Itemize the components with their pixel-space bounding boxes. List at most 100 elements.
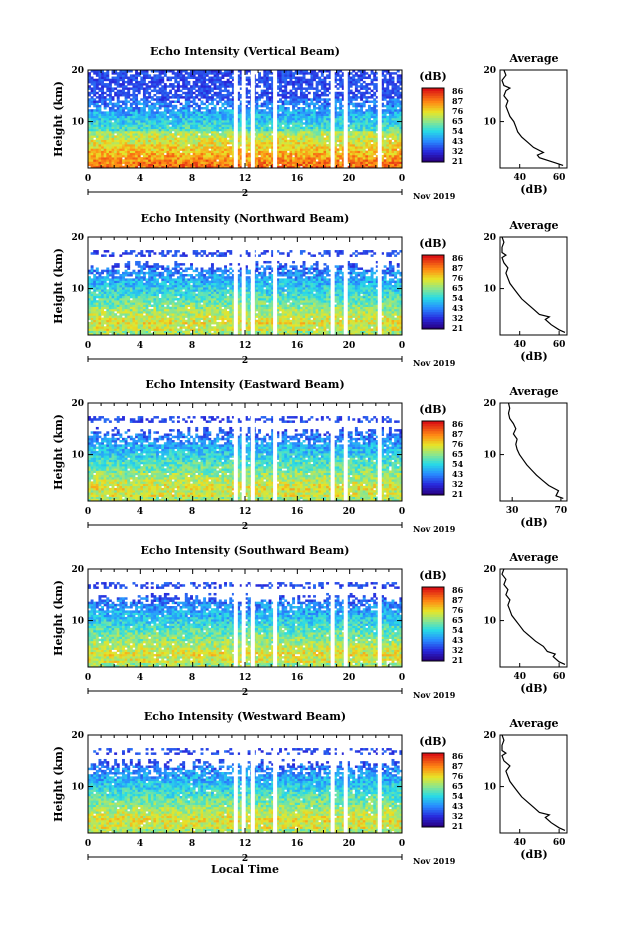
- heatmap-cell: [239, 117, 243, 121]
- heatmap-cell: [284, 163, 288, 167]
- heatmap-cell: [174, 141, 178, 145]
- heatmap-cell: [127, 137, 131, 140]
- heatmap-cell: [263, 150, 267, 154]
- heatmap-cell: [247, 117, 251, 121]
- heatmap-cell: [208, 109, 212, 112]
- heatmap-cell: [305, 70, 309, 73]
- heatmap-cell: [336, 70, 340, 73]
- heatmap-cell: [190, 113, 193, 117]
- heatmap-cell: [231, 144, 235, 147]
- heatmap-cell: [260, 91, 264, 95]
- heatmap-cell: [341, 157, 345, 160]
- heatmap-cell: [197, 154, 201, 158]
- heatmap-cell: [394, 152, 398, 156]
- heatmap-cell: [190, 159, 193, 162]
- heatmap-cell: [360, 126, 364, 130]
- heatmap-cell: [142, 161, 146, 164]
- heatmap-cell: [268, 113, 272, 117]
- heatmap-cell: [127, 124, 131, 127]
- heatmap-cell: [213, 128, 217, 132]
- heatmap-cell: [299, 135, 303, 138]
- heatmap-cell: [184, 122, 188, 125]
- heatmap-cell: [237, 120, 241, 123]
- heatmap-cell: [265, 102, 269, 106]
- heatmap-cell: [276, 137, 280, 140]
- heatmap-cell: [93, 330, 97, 334]
- heatmap-cell: [383, 78, 387, 82]
- heatmap-cell: [352, 104, 356, 108]
- heatmap-cell: [171, 100, 175, 103]
- heatmap-cell: [208, 102, 212, 106]
- heatmap-cell: [195, 89, 199, 93]
- heatmap-cell: [367, 117, 371, 121]
- heatmap-cell: [208, 161, 212, 164]
- heatmap-cell: [286, 91, 290, 95]
- heatmap-cell: [135, 102, 139, 106]
- heatmap-cell: [323, 122, 327, 125]
- heatmap-cell: [302, 146, 306, 149]
- heatmap-cell: [103, 159, 107, 162]
- heatmap-cell: [286, 165, 290, 169]
- heatmap-cell: [260, 80, 264, 84]
- heatmap-cell: [221, 80, 225, 84]
- heatmap-cell: [200, 126, 204, 130]
- heatmap-cell: [171, 150, 175, 154]
- heatmap-cell: [349, 91, 353, 95]
- heatmap-cell: [310, 133, 314, 136]
- heatmap-cell: [367, 163, 371, 167]
- heatmap-cell: [396, 104, 400, 108]
- heatmap-cell: [258, 148, 261, 151]
- heatmap-cell: [127, 139, 131, 143]
- heatmap-cell: [302, 111, 306, 114]
- heatmap-cell: [281, 107, 285, 110]
- heatmap-cell: [271, 117, 275, 121]
- heatmap-cell: [197, 148, 201, 151]
- heatmap-cell: [93, 93, 97, 97]
- heatmap-cell: [239, 135, 243, 138]
- heatmap-cell: [203, 89, 207, 93]
- heatmap-cell: [166, 159, 170, 162]
- heatmap-cell: [190, 120, 193, 123]
- heatmap-cell: [263, 83, 267, 86]
- heatmap-cell: [396, 159, 400, 162]
- heatmap-cell: [90, 150, 94, 154]
- heatmap-cell: [205, 120, 209, 123]
- heatmap-cell: [381, 128, 384, 132]
- heatmap-cell: [294, 78, 298, 82]
- heatmap-cell: [90, 148, 94, 151]
- heatmap-cell: [375, 144, 379, 147]
- heatmap-cell: [239, 165, 243, 169]
- heatmap-cell: [365, 109, 369, 112]
- heatmap-cell: [221, 111, 225, 114]
- heatmap-cell: [307, 115, 311, 119]
- heatmap-cell: [333, 141, 337, 145]
- heatmap-cell: [391, 107, 395, 110]
- heatmap-cell: [313, 109, 316, 112]
- colorbar-tick-label: 87: [452, 96, 463, 106]
- heatmap-cell: [354, 159, 358, 162]
- heatmap-cell: [182, 70, 186, 73]
- heatmap-cell: [313, 87, 316, 90]
- heatmap-cell: [187, 113, 191, 117]
- heatmap-cell: [268, 161, 272, 164]
- heatmap-cell: [122, 161, 125, 164]
- heatmap-cell: [90, 332, 94, 336]
- x-tick-label: 0: [399, 174, 405, 184]
- heatmap-cell: [271, 72, 275, 75]
- heatmap-cell: [229, 157, 233, 160]
- heatmap-cell: [231, 102, 235, 106]
- heatmap-cell: [197, 74, 201, 77]
- heatmap-cell: [255, 137, 259, 140]
- heatmap-cell: [333, 102, 337, 106]
- heatmap-cell: [260, 78, 264, 82]
- heatmap-cell: [197, 137, 201, 140]
- heatmap-cell: [299, 76, 303, 80]
- heatmap-cell: [197, 165, 201, 169]
- heatmap-cell: [226, 150, 230, 154]
- heatmap-cell: [129, 163, 133, 167]
- heatmap-cell: [255, 98, 259, 101]
- colorbar-frame: [421, 87, 445, 163]
- heatmap-cell: [90, 161, 94, 164]
- heatmap-cell: [192, 115, 196, 119]
- heatmap-cell: [323, 70, 327, 73]
